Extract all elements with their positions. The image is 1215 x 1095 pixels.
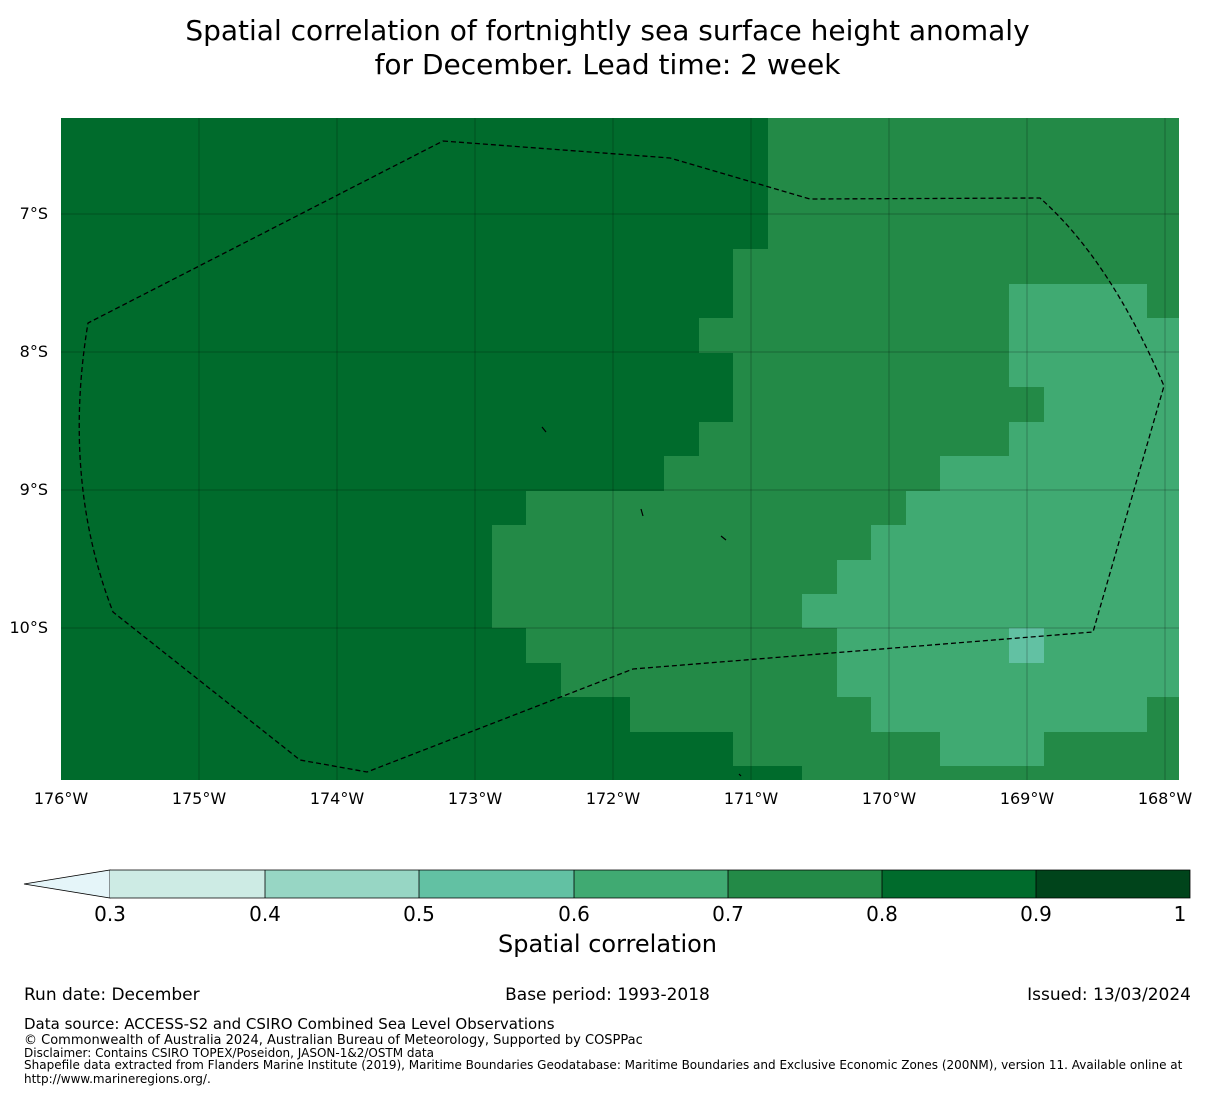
island-nukunonu <box>640 508 644 517</box>
island-swains <box>738 773 742 777</box>
colorbar-outline <box>110 869 1191 899</box>
lon-label-172w: 172°W <box>585 789 641 808</box>
title-line-1: Spatial correlation of fortnightly sea s… <box>185 14 1030 47</box>
zone-corr-0.5-0.6 <box>1009 628 1044 663</box>
colorbar-bin-0.5-0.6 <box>419 870 574 898</box>
eez-boundary <box>78 140 1165 773</box>
chart-title: Spatial correlation of fortnightly sea s… <box>0 14 1215 82</box>
base-period: Base period: 1993-2018 <box>505 985 710 1005</box>
lon-label-171w: 171°W <box>723 789 779 808</box>
lon-label-170w: 170°W <box>861 789 917 808</box>
colorbar-bin-0.7-0.8 <box>728 870 882 898</box>
colorbar-bin-0.6-0.7 <box>574 870 728 898</box>
island-atafu <box>541 426 547 433</box>
islands <box>541 426 742 777</box>
lat-label-8s: 8°S <box>19 342 48 361</box>
colorbar-tick-0.7: 0.7 <box>712 902 744 926</box>
colorbar-extend-arrow <box>23 869 111 899</box>
colorbar-tick-1: 1 <box>1173 902 1187 926</box>
disclaimer: Disclaimer: Contains CSIRO TOPEX/Poseido… <box>24 1046 434 1060</box>
colorbar-tick-0.6: 0.6 <box>558 902 590 926</box>
colorbar-bin-0.4-0.5 <box>265 870 419 898</box>
lat-label-9s: 9°S <box>19 480 48 499</box>
lat-label-7s: 7°S <box>19 204 48 223</box>
zone-corr-0.6-0.7 <box>802 284 1179 766</box>
graticule <box>61 118 1179 780</box>
lat-label-10s: 10°S <box>9 618 48 637</box>
data-source: Data source: ACCESS-S2 and CSIRO Combine… <box>24 1015 555 1033</box>
colorbar-label: Spatial correlation <box>497 930 718 958</box>
shapefile-credit: Shapefile data extracted from Flanders M… <box>24 1058 1183 1072</box>
lon-label-173w: 173°W <box>447 789 503 808</box>
lon-label-168w: 168°W <box>1137 789 1193 808</box>
run-date: Run date: December <box>24 985 200 1005</box>
colorbar-bin-0.8-0.9 <box>882 870 1036 898</box>
issued-date: Issued: 13/03/2024 <box>1027 985 1191 1005</box>
copyright: © Commonwealth of Australia 2024, Austra… <box>24 1033 643 1048</box>
map-panel <box>61 118 1179 780</box>
lon-label-174w: 174°W <box>309 789 365 808</box>
shapefile-url: http://www.marineregions.org/. <box>24 1072 211 1086</box>
island-fakaofo <box>720 535 727 541</box>
colorbar-tick-0.3: 0.3 <box>94 902 126 926</box>
colorbar-tick-0.9: 0.9 <box>1020 902 1052 926</box>
colorbar-tick-0.5: 0.5 <box>403 902 435 926</box>
colorbar-bin-0.3-0.4 <box>110 870 265 898</box>
lon-label-175w: 175°W <box>171 789 227 808</box>
title-line-2: for December. Lead time: 2 week <box>374 48 841 81</box>
lon-label-169w: 169°W <box>999 789 1055 808</box>
lon-label-176w: 176°W <box>33 789 89 808</box>
colorbar-tick-0.8: 0.8 <box>866 902 898 926</box>
colorbar-tick-0.4: 0.4 <box>249 902 281 926</box>
colorbar-bin-0.9-1.0 <box>1036 870 1190 898</box>
